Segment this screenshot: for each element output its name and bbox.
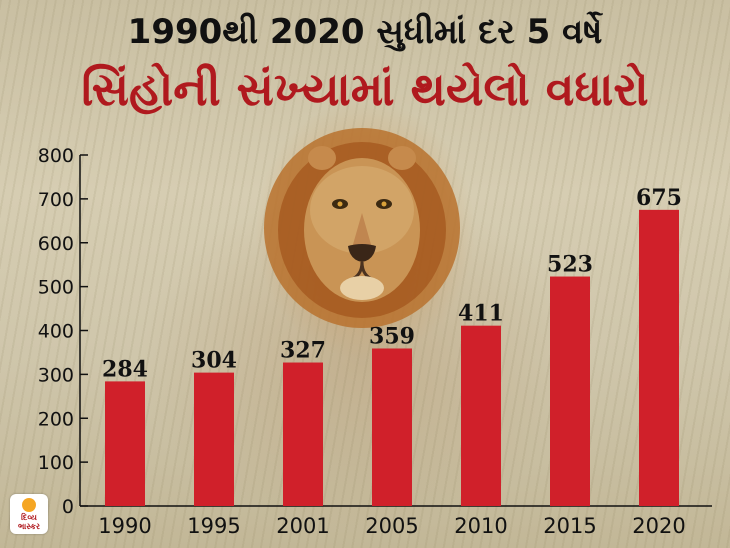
x-tick-label-2001: 2001 bbox=[276, 514, 329, 538]
y-tick-label: 100 bbox=[38, 452, 74, 474]
data-label-1995: 304 bbox=[191, 348, 237, 374]
bar-1995 bbox=[194, 372, 234, 506]
data-label-2001: 327 bbox=[280, 338, 326, 364]
x-tick-label-2020: 2020 bbox=[632, 514, 685, 538]
chart-title: સિંહોની સંખ્યામાં થયેલો વધારો bbox=[81, 62, 649, 116]
data-label-2010: 411 bbox=[458, 301, 504, 327]
data-label-1990: 284 bbox=[102, 356, 148, 382]
lion-head-image bbox=[264, 128, 460, 328]
bars-group bbox=[105, 209, 679, 506]
sun-icon bbox=[22, 498, 36, 512]
x-tick-label-2015: 2015 bbox=[543, 514, 596, 538]
bar-1990 bbox=[105, 381, 145, 506]
y-tick-label: 400 bbox=[38, 321, 74, 343]
bar-2005 bbox=[372, 348, 412, 506]
y-tick-label: 200 bbox=[38, 408, 74, 430]
y-tick-label: 300 bbox=[38, 364, 74, 386]
x-axis: 1990 1995 2001 2005 2010 2015 2020 bbox=[80, 505, 712, 538]
data-label-2020: 675 bbox=[636, 185, 682, 211]
y-tick-label: 0 bbox=[62, 496, 74, 518]
data-labels-group: 284 304 327 359 411 523 675 bbox=[102, 185, 682, 383]
y-tick-label: 800 bbox=[38, 145, 74, 167]
logo-text: દિવ્ય ભાસ્કર bbox=[17, 513, 41, 531]
bar-2015 bbox=[550, 276, 590, 506]
data-label-2015: 523 bbox=[547, 252, 593, 278]
bar-2020 bbox=[639, 209, 679, 506]
data-label-2005: 359 bbox=[369, 323, 415, 349]
x-tick-label-1995: 1995 bbox=[187, 514, 240, 538]
y-axis: 0 100 200 300 400 500 600 700 800 bbox=[38, 145, 88, 518]
x-tick-label-2005: 2005 bbox=[365, 514, 418, 538]
publisher-logo: દિવ્ય ભાસ્કર bbox=[10, 494, 48, 534]
bar-2010 bbox=[461, 325, 501, 506]
x-tick-label-1990: 1990 bbox=[98, 514, 151, 538]
y-tick-label: 700 bbox=[38, 189, 74, 211]
chart-subtitle: 1990થી 2020 સુધીમાં દર 5 વર્ષે bbox=[127, 12, 603, 52]
bar-2001 bbox=[283, 362, 323, 506]
y-tick-label: 600 bbox=[38, 233, 74, 255]
x-tick-label-2010: 2010 bbox=[454, 514, 507, 538]
y-tick-label: 500 bbox=[38, 277, 74, 299]
